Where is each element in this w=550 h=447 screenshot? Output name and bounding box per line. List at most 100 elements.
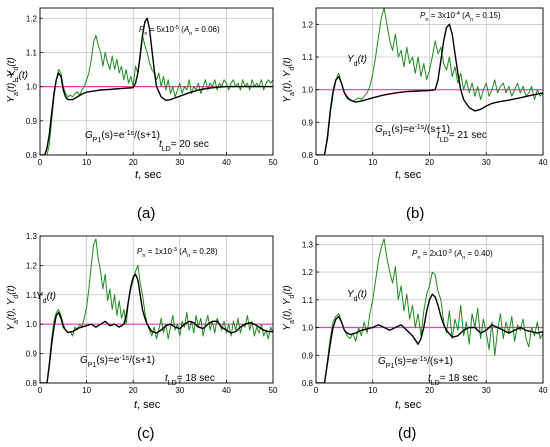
x-axis-label-unit: , sec — [398, 169, 422, 181]
x-tick-label: 30 — [175, 158, 184, 167]
pn-annotation-part: n — [144, 31, 147, 37]
gp-annotation-part: -1s — [119, 355, 129, 362]
pn-annotation-part: -5 — [174, 25, 179, 31]
y-axis-label-part: d — [13, 295, 20, 299]
x-tick-label: 40 — [222, 386, 231, 395]
gp-annotation-part: (s)=e — [96, 355, 120, 366]
y-axis-label-part: (t) — [6, 285, 17, 294]
x-tick-label: 30 — [482, 158, 491, 167]
pn-annotation-part: n — [470, 17, 473, 23]
series-y-d — [40, 17, 273, 155]
x-tick-label: 30 — [482, 386, 491, 395]
y-tick-label: 1.3 — [302, 240, 314, 249]
x-tick-label: 20 — [129, 386, 138, 395]
yd-annotation-part: Y — [8, 70, 16, 81]
pn-annotation-part: = 0.15) — [473, 11, 501, 20]
series-y-a — [316, 8, 543, 155]
tld-annotation: tLD= 18 sec — [428, 373, 478, 387]
y-tick-label: 0.8 — [302, 379, 314, 388]
gp-annotation-part: (s)=e — [394, 356, 418, 367]
x-axis-label-unit: , sec — [137, 399, 161, 411]
y-axis-label: Ya(t), Yd(t) — [282, 57, 296, 102]
pn-annotation-part: n — [462, 255, 465, 261]
x-tick-label: 50 — [269, 386, 278, 395]
gp-annotation-part: P1 — [93, 137, 102, 144]
y-axis-label-part: (t) — [6, 57, 17, 66]
yd-annotation-part: d — [354, 61, 358, 68]
x-axis-label: t, sec — [135, 169, 162, 181]
yd-annotation: Yd(t) — [347, 289, 367, 303]
series-y-a — [316, 238, 543, 383]
gp-annotation-part: -1s — [417, 356, 427, 363]
y-tick-label: 1.1 — [26, 48, 38, 57]
yd-annotation-part: Y — [347, 289, 355, 300]
tld-annotation-part: LD — [162, 146, 171, 153]
y-tick-label: 1.2 — [26, 14, 38, 23]
x-axis-label: t, sec — [395, 399, 422, 411]
series-y-d — [316, 23, 543, 155]
pn-annotation-part: ( — [452, 249, 457, 258]
pn-annotation-part: P — [412, 249, 418, 258]
y-tick-label: 1.3 — [26, 232, 38, 241]
tld-annotation-part: LD — [431, 380, 440, 387]
gp-annotation-part: P1 — [88, 362, 97, 369]
series-y-d — [316, 293, 543, 383]
yd-annotation-part: Y — [36, 291, 44, 302]
panel-d: 0 10 20 30 400.80.91.01.11.21.3t, secYa(t), … — [282, 235, 548, 442]
yd-annotation-part: (t) — [19, 70, 28, 81]
tld-annotation: tLD= 18 sec — [165, 373, 215, 387]
tld-annotation: tLD= 20 sec — [159, 139, 209, 153]
y-axis-label-part: (t) — [282, 285, 293, 294]
x-tick-label: 10 — [368, 386, 377, 395]
gp-annotation-part: /(s+1) — [134, 130, 160, 141]
x-axis-label: t, sec — [134, 399, 161, 411]
y-axis-label-part: d — [13, 67, 20, 71]
tld-annotation-part: LD — [440, 137, 449, 144]
y-tick-label: 1.2 — [26, 261, 38, 270]
gp-annotation: GP1(s)=e-1s/(s+1) — [85, 130, 160, 144]
y-axis-label-part: (t), Y — [282, 69, 293, 92]
pn-annotation: Pn = 3x10-4 (An = 0.15) — [420, 11, 501, 23]
tld-annotation-part: t — [165, 373, 169, 384]
x-tick-label: 10 — [82, 386, 91, 395]
tld-annotation-part: = 20 sec — [171, 139, 209, 150]
x-tick-label: 40 — [222, 158, 231, 167]
y-tick-label: 0.9 — [302, 351, 314, 360]
pn-annotation-part: P — [139, 25, 145, 34]
pn-annotation-part: -3 — [447, 249, 452, 255]
gp-annotation-part: G — [378, 356, 386, 367]
gp-annotation-part: P1 — [383, 131, 392, 138]
y-axis-label: Ya(t), Yd(t) — [282, 285, 296, 330]
yd-annotation-part: d — [354, 296, 358, 303]
series-y-a — [40, 34, 273, 155]
x-tick-label: 0 — [314, 158, 319, 167]
y-tick-label: 1.2 — [302, 20, 314, 29]
pn-annotation-part: = 1x10 — [145, 247, 172, 256]
pn-annotation-part: = 0.06) — [192, 25, 220, 34]
tld-annotation-part: t — [159, 139, 163, 150]
gp-annotation-part: G — [375, 124, 383, 135]
gp-annotation: GP1(s)=e-1s/(s+1) — [378, 356, 453, 370]
y-axis-label-part: d — [289, 67, 296, 71]
y-axis-label: Ya(t), Yd(t) — [6, 285, 20, 330]
y-axis-label-part: Y — [6, 95, 17, 103]
y-axis-label-part: Y — [282, 95, 293, 103]
y-tick-label: 0.8 — [26, 379, 38, 388]
x-tick-label: 0 — [38, 386, 43, 395]
y-tick-label: 0.9 — [26, 117, 38, 126]
x-tick-label: 20 — [425, 158, 434, 167]
y-tick-label: 0.9 — [302, 118, 314, 127]
y-tick-label: 1.0 — [26, 320, 38, 329]
gp-annotation-part: -1s — [124, 130, 134, 137]
tld-annotation-part: LD — [168, 380, 177, 387]
y-axis-label-part: (t), Y — [6, 69, 17, 92]
gp-annotation-part: P1 — [386, 363, 395, 370]
panel-label: (b) — [406, 205, 424, 222]
y-tick-label: 1.2 — [302, 268, 314, 277]
panel-label: (c) — [137, 425, 155, 442]
pn-annotation-part: ( — [179, 25, 184, 34]
x-tick-label: 20 — [425, 386, 434, 395]
y-tick-label: 0.8 — [26, 151, 38, 160]
